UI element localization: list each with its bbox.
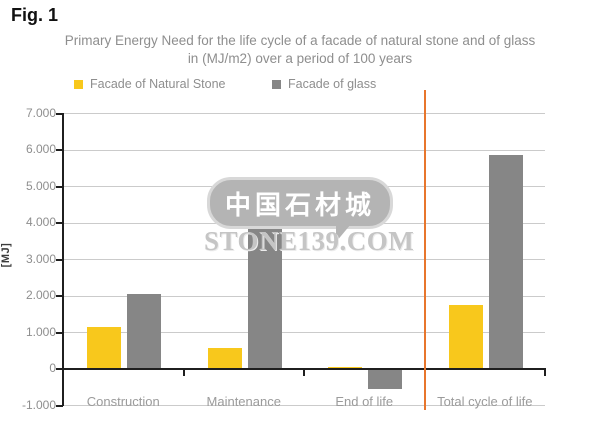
legend-label: Facade of glass	[288, 77, 377, 91]
y-axis-tick-label: 6.000	[25, 142, 56, 156]
legend: Facade of Natural Stone Facade of glass	[0, 77, 600, 93]
gridline	[63, 405, 545, 406]
bar-natural-stone-maintenance	[207, 348, 242, 369]
chart-title: Primary Energy Need for the life cycle o…	[0, 32, 600, 67]
y-axis-tick-label: 1.000	[25, 324, 56, 339]
x-axis-category-label: Construction	[86, 394, 160, 409]
y-tick-mark	[56, 112, 63, 115]
watermark-bubble-text: 中国石材城	[224, 190, 375, 221]
legend-label: Facade of Natural Stone	[90, 77, 226, 91]
x-axis-category-label: Maintenance	[206, 394, 281, 409]
bar-glass-end-of-life	[368, 368, 402, 389]
x-axis-tick-mark	[182, 369, 185, 376]
y-axis-title: [MJ]	[0, 242, 12, 268]
bar-glass-construction	[127, 293, 161, 369]
separator-line	[423, 90, 426, 410]
bar-natural-stone-total-cycle-of-life	[448, 304, 483, 369]
legend-swatch-icon	[272, 79, 281, 89]
x-axis-line	[63, 367, 546, 370]
bar-natural-stone-construction	[87, 326, 121, 369]
x-axis-tick-mark	[303, 369, 305, 376]
y-axis-tick-label: 3.000	[25, 251, 56, 266]
x-axis-category-label: End of life	[335, 394, 394, 409]
y-tick-mark	[56, 368, 63, 370]
gridline	[63, 332, 545, 333]
y-tick-mark	[56, 295, 63, 297]
figure-label: Fig. 1	[11, 5, 59, 25]
gridline	[63, 113, 545, 114]
x-axis-category-label: Total cycle of life	[437, 394, 533, 409]
legend-item: Facade of glass	[272, 77, 376, 91]
chart-title-line1: Primary Energy Need for the life cycle o…	[64, 33, 536, 48]
y-tick-mark	[56, 404, 63, 407]
y-axis-tick-label: -1.000	[21, 397, 56, 412]
y-axis-line	[62, 113, 64, 406]
y-tick-mark	[56, 222, 63, 224]
bar-glass-total-cycle-of-life	[488, 154, 523, 369]
gridline	[63, 149, 545, 151]
y-axis-tick-label: 4.000	[25, 215, 56, 229]
y-tick-mark	[56, 258, 63, 261]
x-axis-tick-mark	[544, 369, 546, 376]
y-axis-tick-label: 0	[49, 361, 56, 375]
y-axis-tick-label: 7.000	[25, 105, 56, 120]
y-tick-mark	[56, 149, 63, 151]
bar-glass-maintenance	[247, 207, 282, 369]
watermark-bubble: 中国石材城	[207, 177, 393, 242]
y-tick-mark	[56, 185, 63, 188]
y-axis-tick-label: 5.000	[25, 178, 56, 193]
plot-area	[56, 112, 546, 407]
y-axis-tick-label: 2.000	[25, 288, 56, 302]
gridline	[63, 259, 545, 260]
legend-swatch-icon	[74, 79, 83, 89]
y-tick-mark	[56, 331, 63, 334]
gridline	[63, 295, 545, 297]
watermark-site-text: STONE139.COM	[204, 226, 415, 256]
watermark-bubble-tail-icon	[336, 224, 351, 242]
chart-title-line2: in (MJ/m2) over a period of 100 years	[187, 50, 413, 66]
legend-item: Facade of Natural Stone	[74, 77, 226, 91]
